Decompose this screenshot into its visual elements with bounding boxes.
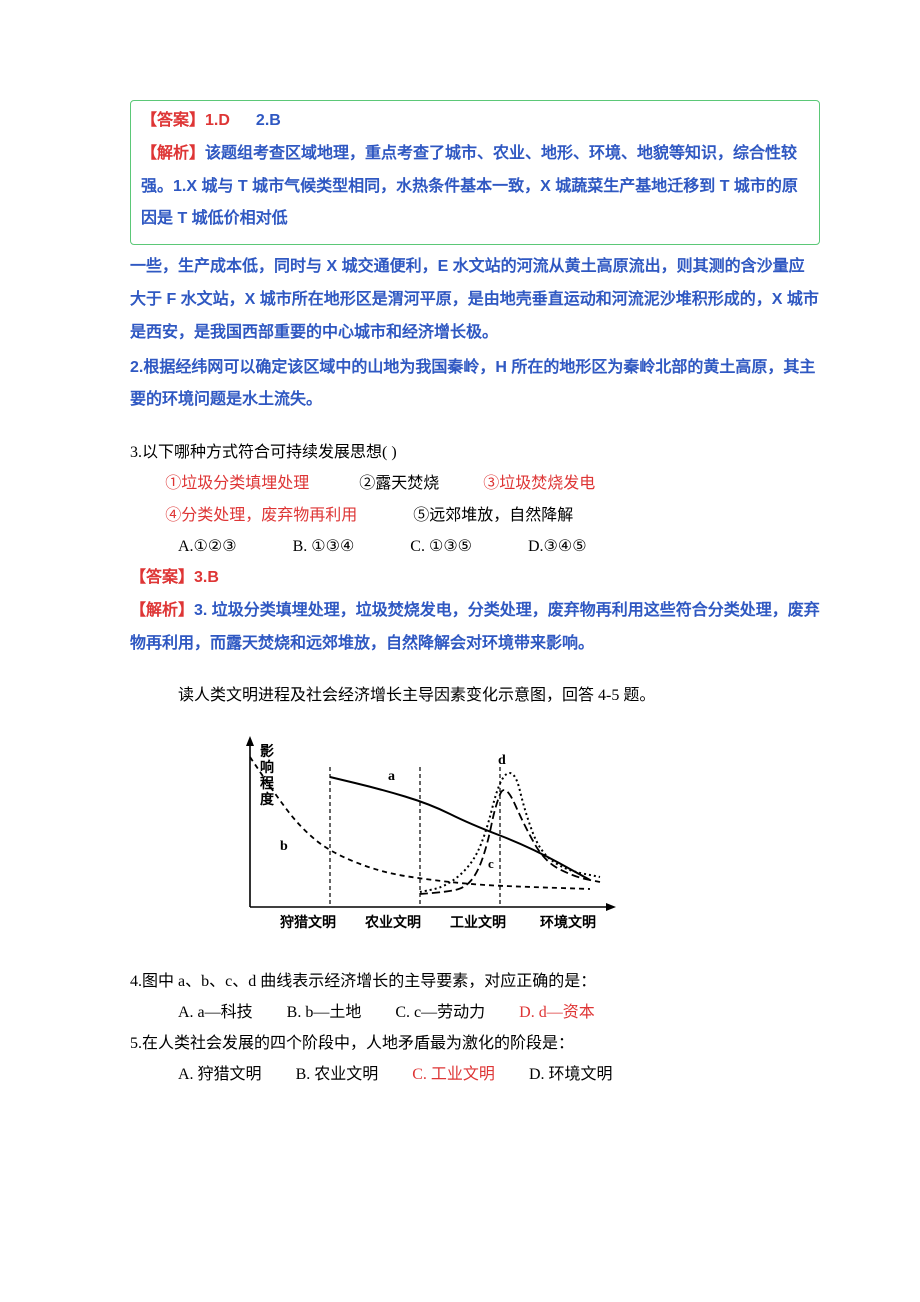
answer3-value: 3.B xyxy=(194,569,219,586)
q3-choice-a: A.①②③ xyxy=(178,531,237,562)
q3-choice-d: D.③④⑤ xyxy=(528,531,587,562)
q3-opt4: ④分类处理，废弃物再利用 xyxy=(165,500,409,531)
answer-1d: 1.D xyxy=(205,112,230,129)
intro-45-text: 读人类文明进程及社会经济增长主导因素变化示意图，回答 4-5 题。 xyxy=(130,680,820,711)
q3-opt2: ②露天焚烧 xyxy=(359,468,479,499)
q4-choice-a: A. a—科技 xyxy=(178,997,253,1028)
answer-label: 【答案】 xyxy=(141,112,205,129)
explain-text-2: 2.根据经纬网可以确定该区域中的山地为我国秦岭，H 所在的地形区为秦岭北部的黄土… xyxy=(130,352,820,418)
explain3-text: 3. 垃圾分类填埋处理，垃圾焚烧发电，分类处理，废弃物再利用这些符合分类处理，废… xyxy=(130,602,820,652)
explain-label: 【解析】 xyxy=(141,145,205,162)
svg-text:工业文明: 工业文明 xyxy=(450,914,506,931)
q4-choices: A. a—科技 B. b—土地 C. c—劳动力 D. d—资本 xyxy=(130,997,820,1028)
figure-civilization-chart: 影响程度abcd狩猎文明农业文明工业文明环境文明 xyxy=(130,722,820,958)
svg-text:度: 度 xyxy=(260,791,275,808)
svg-text:c: c xyxy=(488,856,494,871)
answer-line-1: 【答案】1.D 2.B xyxy=(141,105,809,138)
q3-opt3: ③垃圾焚烧发电 xyxy=(483,475,595,492)
q3-opt1: ①垃圾分类填埋处理 xyxy=(165,468,355,499)
q5-choices: A. 狩猎文明 B. 农业文明 C. 工业文明 D. 环境文明 xyxy=(130,1059,820,1090)
q4-choice-b: B. b—土地 xyxy=(287,997,362,1028)
document-page: 【答案】1.D2.B 【解析】该题组考查区域地理，重点考查了城市、农业、地形、环… xyxy=(0,0,920,1210)
svg-text:农业文明: 农业文明 xyxy=(364,914,421,931)
explain3-label: 【解析】 xyxy=(130,602,194,619)
q3-options-row2: ④分类处理，废弃物再利用 ⑤远郊堆放，自然降解 xyxy=(130,500,820,531)
answer3-line: 【答案】3.B xyxy=(130,562,820,595)
q3-choice-c: C. ①③⑤ xyxy=(410,531,472,562)
q5-choice-d: D. 环境文明 xyxy=(529,1059,613,1090)
q3-choice-b: B. ①③④ xyxy=(293,531,355,562)
svg-text:狩猎文明: 狩猎文明 xyxy=(280,914,336,931)
explain3: 【解析】3. 垃圾分类填埋处理，垃圾焚烧发电，分类处理，废弃物再利用这些符合分类… xyxy=(130,595,820,661)
q5-choice-b: B. 农业文明 xyxy=(296,1059,379,1090)
question-5: 5.在人类社会发展的四个阶段中，人地矛盾最为激化的阶段是： A. 狩猎文明 B.… xyxy=(130,1028,820,1090)
explain-text-1b: 一些，生产成本低，同时与 X 城交通便利，E 水文站的河流从黄土高原流出，则其测… xyxy=(130,251,820,349)
q5-choice-c: C. 工业文明 xyxy=(412,1059,495,1090)
svg-text:d: d xyxy=(498,753,506,768)
explain-text-1a: 该题组考查区域地理，重点考查了城市、农业、地形、环境、地貌等知识，综合性较强。1… xyxy=(141,145,798,228)
answer-block-3: 【答案】3.B 【解析】3. 垃圾分类填埋处理，垃圾焚烧发电，分类处理，废弃物再… xyxy=(130,562,820,660)
q3-opt5: ⑤远郊堆放，自然降解 xyxy=(413,507,573,524)
q4-choice-d: D. d—资本 xyxy=(519,997,595,1028)
q3-choices: A.①②③ B. ①③④ C. ①③⑤ D.③④⑤ xyxy=(130,531,820,562)
svg-text:b: b xyxy=(280,839,288,854)
q4-choice-c: C. c—劳动力 xyxy=(395,997,485,1028)
svg-text:影: 影 xyxy=(260,744,274,760)
q3-stem: 3.以下哪种方式符合可持续发展思想( ) xyxy=(130,437,820,468)
answer3-label: 【答案】 xyxy=(130,569,194,586)
q4-stem: 4.图中 a、b、c、d 曲线表示经济增长的主导要素，对应正确的是： xyxy=(130,966,820,997)
question-4: 4.图中 a、b、c、d 曲线表示经济增长的主导要素，对应正确的是： A. a—… xyxy=(130,966,820,1028)
answer-box-1: 【答案】1.D 2.B 【解析】该题组考查区域地理，重点考查了城市、农业、地形、环… xyxy=(130,100,820,245)
answer-2b: 2.B xyxy=(256,112,281,129)
svg-text:环境文明: 环境文明 xyxy=(540,914,596,931)
question-3: 3.以下哪种方式符合可持续发展思想( ) ①垃圾分类填埋处理 ②露天焚烧 ③垃圾… xyxy=(130,437,820,562)
q5-choice-a: A. 狩猎文明 xyxy=(178,1059,262,1090)
chart-svg: 影响程度abcd狩猎文明农业文明工业文明环境文明 xyxy=(220,722,620,947)
q3-options-row1: ①垃圾分类填埋处理 ②露天焚烧 ③垃圾焚烧发电 xyxy=(130,468,820,499)
intro-45: 读人类文明进程及社会经济增长主导因素变化示意图，回答 4-5 题。 xyxy=(130,680,820,711)
explanation-1: 【解析】该题组考查区域地理，重点考查了城市、农业、地形、环境、地貌等知识，综合性… xyxy=(141,138,809,236)
svg-text:a: a xyxy=(388,769,395,784)
q5-stem: 5.在人类社会发展的四个阶段中，人地矛盾最为激化的阶段是： xyxy=(130,1028,820,1059)
